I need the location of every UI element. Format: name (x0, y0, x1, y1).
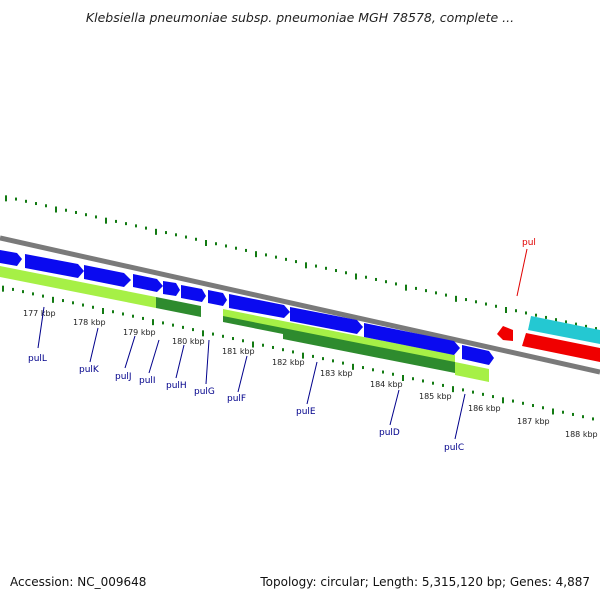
tick-label: 177 kbp (23, 309, 56, 318)
tick-label: 178 kbp (73, 318, 106, 327)
cds-bar[interactable] (156, 297, 201, 317)
gene-arrow-pulK[interactable] (25, 254, 84, 278)
cds-track (0, 266, 489, 382)
gene-arrow-pulJ[interactable] (84, 265, 131, 287)
gene-arrow-pulI[interactable] (133, 274, 163, 292)
topology-text: Topology: circular; Length: 5,315,120 bp… (260, 575, 590, 589)
gene-label-pulD[interactable]: pulD (379, 428, 400, 438)
tick-label: 186 kbp (468, 404, 501, 413)
gene-label-leaders (37, 248, 528, 440)
tick-label: 188 kbp (565, 430, 598, 439)
tick-label: 180 kbp (172, 337, 205, 346)
gene-arrow-pulG[interactable] (181, 285, 206, 302)
gene-label-pulH[interactable]: pulH (166, 381, 187, 391)
gene-arrow-pulC[interactable] (364, 323, 460, 355)
tick-label: 182 kbp (272, 358, 305, 367)
tick-label: 184 kbp (370, 380, 403, 389)
gene-arrow-pulL[interactable] (0, 250, 22, 266)
reverse-genes (497, 316, 600, 362)
scale-labels: 177 kbp 178 kbp 179 kbp 180 kbp 181 kbp … (23, 309, 598, 439)
cds-bar[interactable] (223, 316, 283, 334)
gene-label-pul[interactable]: pul (522, 238, 536, 248)
gene-label-pulC[interactable]: pulC (444, 443, 464, 453)
gene-arrow-pulF[interactable] (208, 290, 227, 306)
gene-arrow-pulH[interactable] (163, 281, 180, 296)
outer-ruler (5, 195, 597, 331)
gene-label-pulL[interactable]: pulL (28, 354, 47, 364)
gene-label-pulF[interactable]: pulF (227, 394, 246, 404)
accession-text: Accession: NC_009648 (10, 575, 147, 589)
cds-bar[interactable] (283, 328, 455, 373)
gene-arrow-pulE[interactable] (229, 294, 290, 318)
gene-arrow-pulD[interactable] (290, 307, 363, 334)
tick-label: 181 kbp (222, 347, 255, 356)
tick-label: 187 kbp (517, 417, 550, 426)
tick-label: 179 kbp (123, 328, 156, 337)
feature-bar-red[interactable] (522, 333, 600, 362)
gene-label-pulJ[interactable]: pulJ (115, 372, 132, 382)
cds-bar[interactable] (126, 291, 156, 308)
gene-label-pulI[interactable]: pulI (139, 376, 156, 386)
feature-bar-cyan[interactable] (528, 316, 600, 344)
gene-label-pulG[interactable]: pulG (194, 387, 215, 397)
forward-genes (0, 250, 494, 365)
cds-bar[interactable] (0, 266, 126, 302)
inner-ruler (2, 285, 594, 421)
backbone-outer (0, 235, 600, 375)
gene-arrow-pulC-2[interactable] (462, 345, 494, 365)
tick-label: 185 kbp (419, 392, 452, 401)
gene-label-pulE[interactable]: pulE (296, 407, 316, 417)
gene-label-pulK[interactable]: pulK (79, 365, 100, 375)
gene-arrow-pul[interactable] (497, 326, 513, 341)
page-title: Klebsiella pneumoniae subsp. pneumoniae … (85, 10, 515, 25)
tick-label: 183 kbp (320, 369, 353, 378)
gene-labels: pulL pulK pulJ pulI pulH pulG pulF pulE … (28, 238, 536, 453)
cds-bar[interactable] (455, 362, 489, 382)
